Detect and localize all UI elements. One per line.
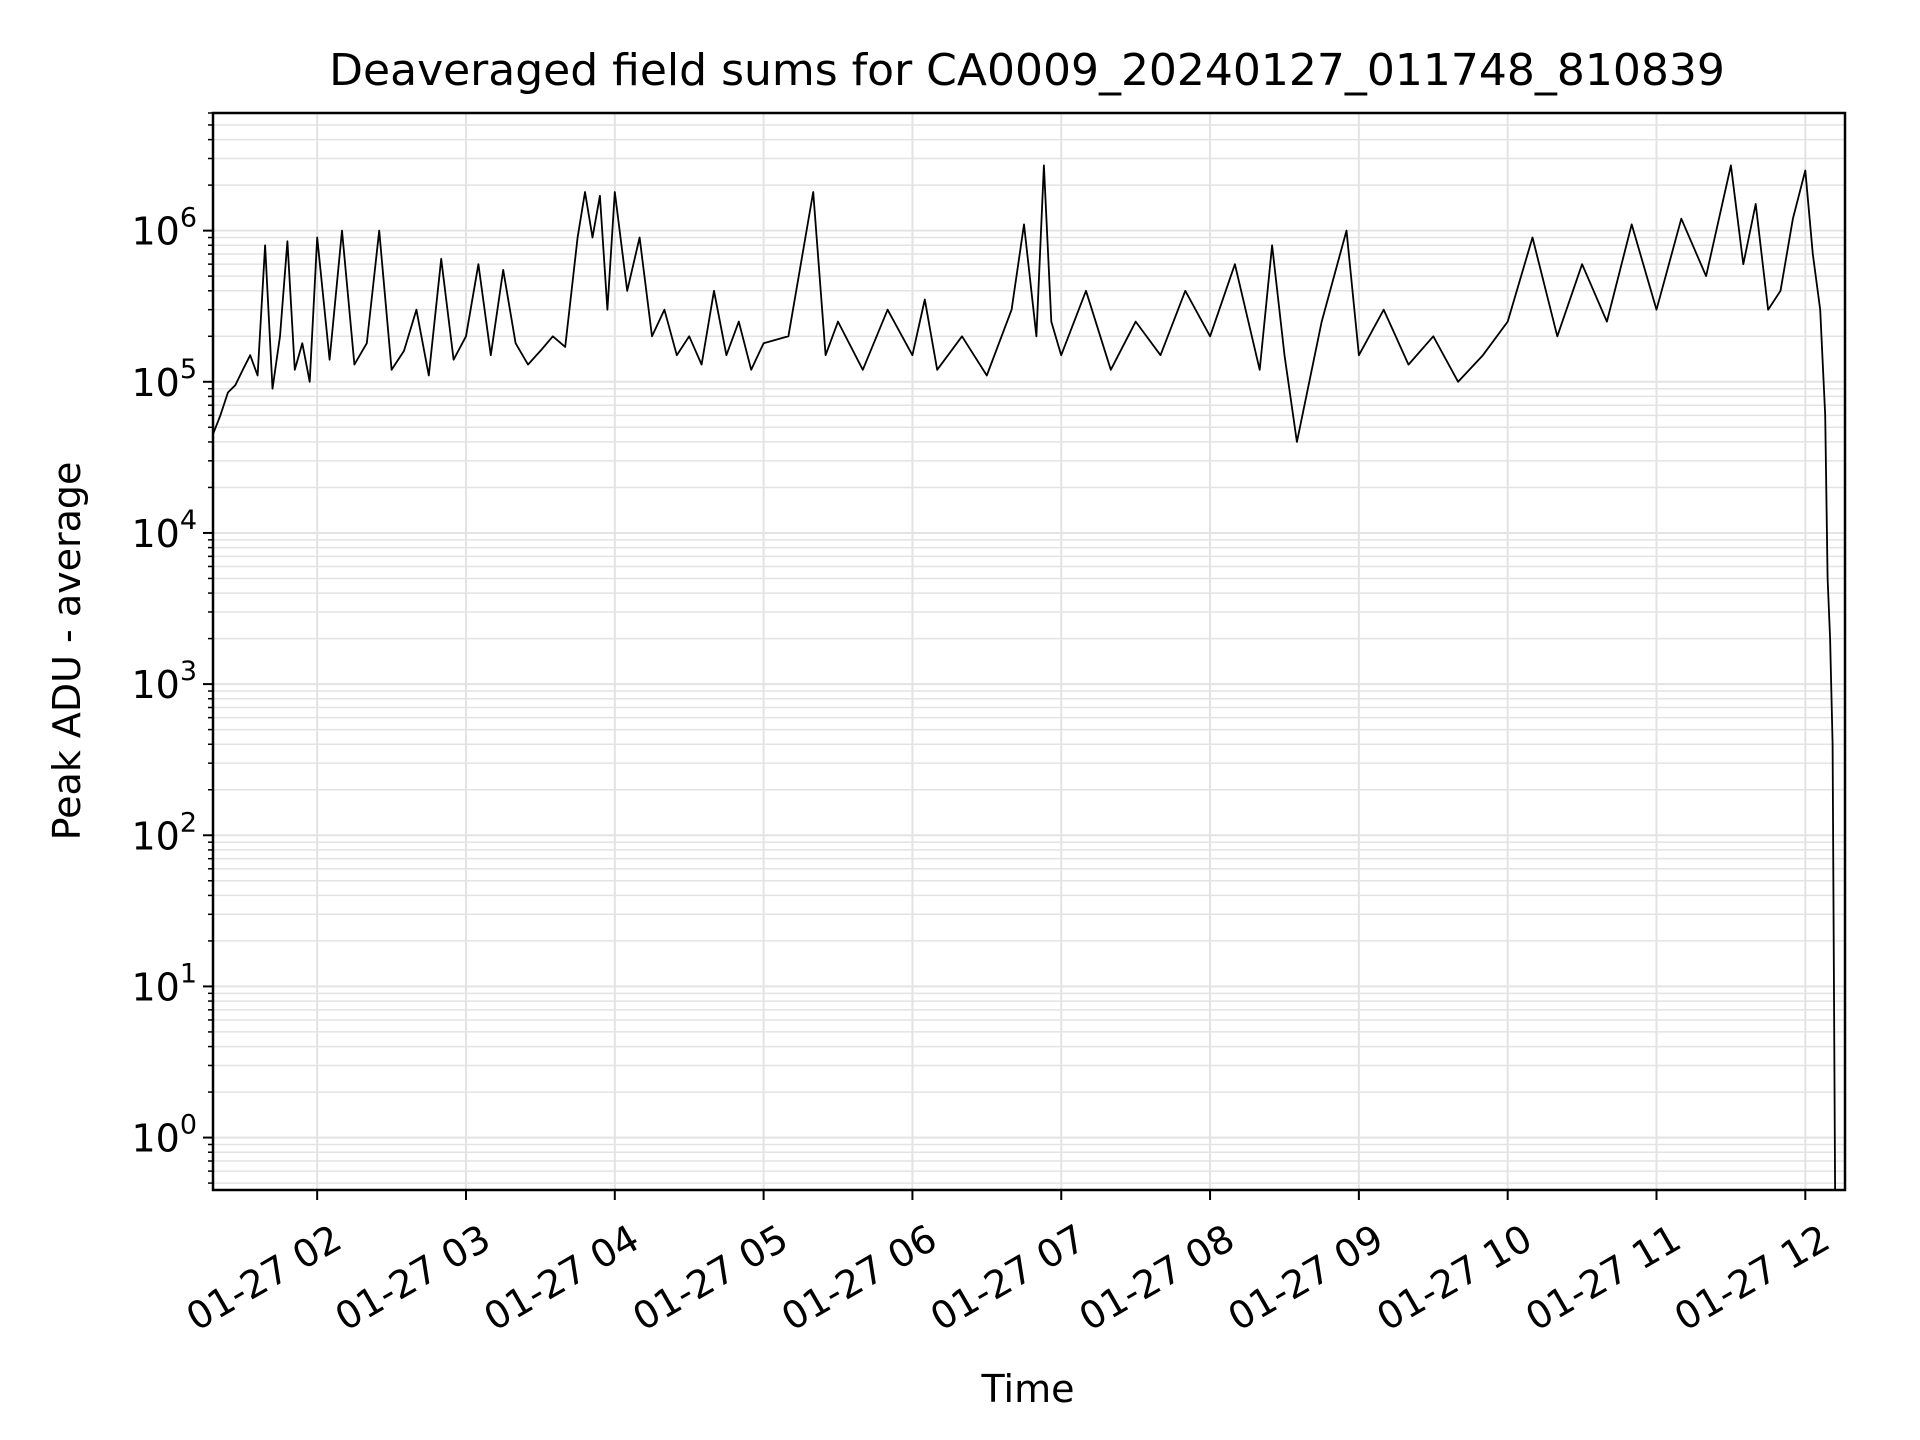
y-tick-label: 100 [131, 1110, 197, 1161]
plot-frame [211, 111, 1847, 1192]
y-tick-label: 103 [131, 656, 197, 707]
y-tick-label: 105 [131, 354, 197, 405]
y-axis: 100 101 102 103 104 105 106 [131, 203, 213, 1161]
x-axis-label: Time [981, 1367, 1075, 1411]
y-tick-label: 101 [131, 958, 197, 1009]
y-tick-label: 102 [131, 807, 197, 858]
y-tick-label: 106 [131, 203, 197, 254]
series-line [212, 164, 1836, 1191]
y-axis-label: Peak ADU - average [45, 462, 89, 841]
series-line-layer [212, 164, 1836, 1191]
chart-title: Deaveraged field sums for CA0009_2024012… [329, 45, 1725, 96]
y-tick-label: 104 [131, 505, 197, 556]
